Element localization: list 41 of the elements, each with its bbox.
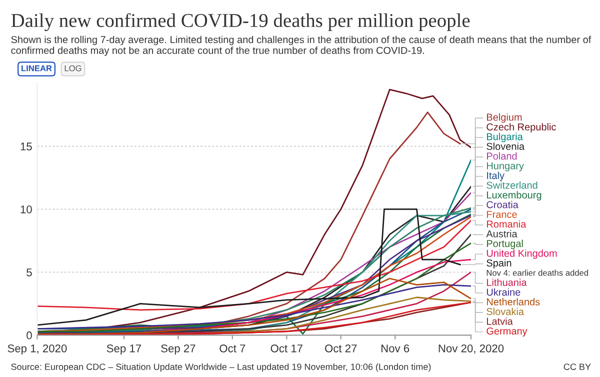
text: Bulgaria	[487, 132, 523, 142]
series-label: Lithuania	[487, 278, 527, 286]
x-tick-label: Oct 27	[325, 344, 357, 352]
text: Spain	[486, 259, 512, 269]
x-tick-label: Sep 27	[161, 344, 196, 355]
series-label: Ukraine	[486, 288, 520, 296]
series-label: United Kingdom	[486, 249, 557, 259]
x-tick-label: Sep 1, 2020	[8, 344, 67, 355]
x-tick-label: Oct 17	[270, 344, 302, 352]
series-label: Netherlands	[487, 298, 540, 306]
x-tick-label: Oct 7	[220, 344, 246, 352]
x-tick-label: Nov 6	[381, 344, 410, 352]
chart-subtitle: Shown is the rolling 7-day average. Limited testing and challenges in the attribution of the cause of death means that the number of confirmed deaths may not be an accurate count of the true number of deaths from COVID-19.	[11, 36, 592, 56]
text: Italy	[487, 172, 505, 182]
text: Hungary	[487, 162, 524, 172]
series-label: Romania	[487, 220, 526, 228]
series-label: Portugal	[487, 240, 523, 250]
text: CC BY	[564, 364, 591, 370]
text: Poland	[487, 152, 517, 160]
series-label: Croatia	[486, 200, 518, 208]
annotation: Nov 4: earlier deaths added	[486, 270, 588, 276]
text: Czech Republic	[486, 123, 556, 132]
y-tick-label: 0	[26, 331, 32, 340]
text: Switzerland	[486, 181, 538, 189]
text: Latvia	[487, 318, 513, 325]
y-tick-label: 10	[20, 206, 32, 214]
text: Luxembourg	[487, 191, 542, 200]
text: Slovenia	[486, 142, 525, 150]
text: LINEAR	[22, 65, 52, 72]
text: Belgium	[487, 113, 522, 123]
chart-title: Daily new confirmed COVID-19 deaths per million people	[11, 13, 470, 32]
y-tick-label: 5	[26, 268, 32, 276]
x-tick-label: Sep 17	[106, 344, 142, 355]
series-label: Austria	[486, 230, 518, 238]
text: Germany	[486, 327, 528, 337]
y-tick-label: 15	[20, 142, 32, 150]
series-label: France	[487, 210, 517, 218]
x-tick-label: Nov 20, 2020	[438, 344, 504, 354]
text: LOG	[64, 65, 82, 72]
series-label: Slovakia	[486, 308, 524, 316]
source-note: Source: European CDC – Situation Update Worldwide – Last updated 19 November, 10:06 (London time)	[11, 363, 431, 372]
